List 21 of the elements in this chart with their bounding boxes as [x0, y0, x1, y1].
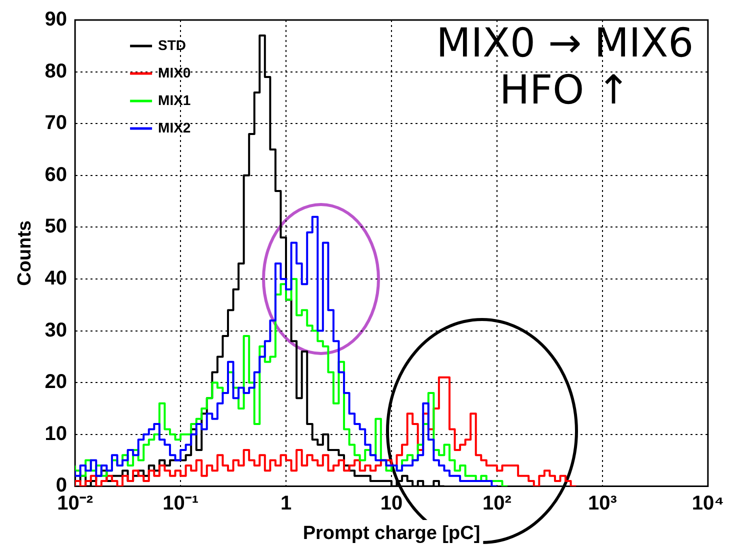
x-tick-label: 1	[280, 492, 292, 515]
y-tick-label: 80	[44, 60, 68, 82]
y-tick-label: 30	[44, 319, 68, 342]
y-tick-label: 60	[44, 164, 68, 186]
y-axis-title: Counts	[14, 220, 36, 286]
x-axis-title: Prompt charge [pC]	[302, 522, 480, 544]
legend-label: STD	[158, 36, 186, 53]
x-tick-label: 10²	[482, 492, 512, 515]
legend-label: MIX1	[158, 92, 191, 108]
x-tick-label: 10³	[588, 492, 618, 515]
y-tick-label: 70	[44, 112, 68, 134]
y-tick-label: 10	[44, 422, 68, 445]
y-tick-label: 40	[44, 268, 68, 290]
annotation: MIX0 → MIX6	[436, 20, 694, 66]
annotation: HFO ↑	[500, 67, 630, 114]
y-tick-label: 90	[44, 8, 68, 31]
x-tick-label: 10⁻¹	[162, 492, 199, 515]
x-tick-label: 10	[380, 492, 403, 515]
y-tick-label: 20	[44, 371, 68, 394]
y-tick-label: 50	[44, 216, 68, 238]
x-tick-label: 10⁴	[692, 492, 724, 515]
